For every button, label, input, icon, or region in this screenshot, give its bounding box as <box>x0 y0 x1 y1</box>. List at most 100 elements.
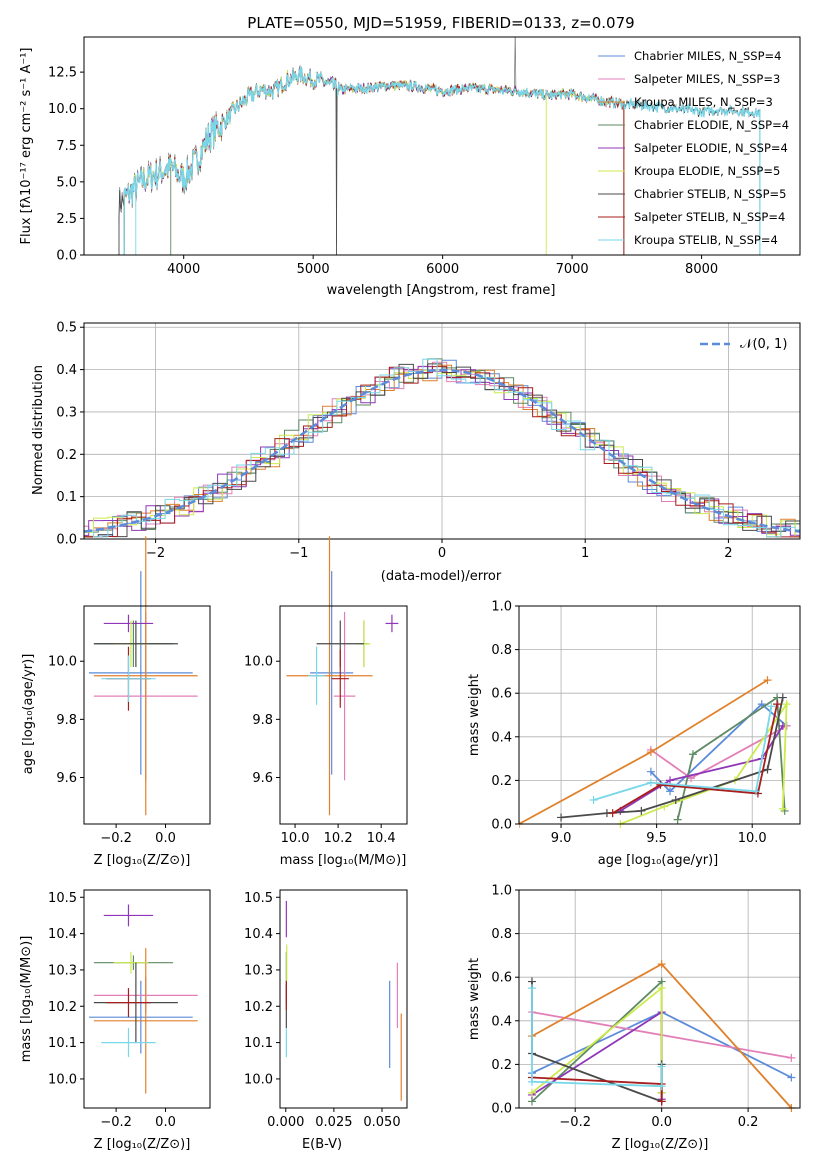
age-vs-mass-ytick-label: 10.0 <box>244 655 273 670</box>
age-vs-mass-xtick-label: 10.2 <box>324 831 353 846</box>
spectrum-legend-entry: Salpeter STELIB, N_SSP=4 <box>634 210 785 224</box>
mass-vs-EBV-ytick-label: 10.3 <box>244 963 273 978</box>
residuals-ytick-label: 0.5 <box>56 321 77 336</box>
spectrum-legend-entry: Chabrier ELODIE, N_SSP=4 <box>634 118 789 132</box>
weight-vs-Z-ytick-label: 1.0 <box>491 884 512 899</box>
weight-vs-Z-ytick-label: 0.0 <box>491 1102 512 1117</box>
weight-vs-age-marker-3 <box>780 806 789 815</box>
weight-vs-age-line-4 <box>619 725 784 812</box>
spectrum-ytick-label: 7.5 <box>56 139 77 154</box>
spectrum-ytick-label: 12.5 <box>48 66 77 81</box>
mass-vs-EBV-frame <box>279 889 408 1109</box>
age-vs-mass-ytick-label: 9.6 <box>252 771 273 786</box>
weight-vs-Z-marker-8 <box>527 1077 536 1086</box>
weight-vs-age-marker-4 <box>666 776 675 785</box>
spectrum-xtick-label: 4000 <box>167 262 200 277</box>
weight-vs-Z-marker-5 <box>527 1088 536 1097</box>
age-vs-Z-ytick-label: 9.6 <box>56 771 77 786</box>
weight-vs-age-ytick-label: 0.4 <box>491 730 512 745</box>
age-vs-Z-xtick-label: −0.2 <box>100 831 132 846</box>
mass-vs-Z-ytick-label: 10.0 <box>48 1072 77 1087</box>
spectrum-xtick-label: 7000 <box>556 262 589 277</box>
weight-vs-Z-xtick-label: 0.0 <box>651 1115 672 1130</box>
weight-vs-age-ylabel: mass weight <box>467 674 482 756</box>
residuals-normal-curve <box>83 368 801 533</box>
mass-vs-Z-ytick-label: 10.2 <box>48 1000 77 1015</box>
weight-vs-age-marker-6 <box>637 806 646 815</box>
mass-vs-Z-ylabel: mass [log₁₀(M/M⊙)] <box>19 936 34 1063</box>
mass-vs-EBV-ytick-label: 10.2 <box>244 1000 273 1015</box>
weight-vs-age-frame <box>518 605 801 825</box>
spectrum-xlabel: wavelength [Angstrom, rest frame] <box>327 283 556 298</box>
spectrum-plot-area: 4000 5000 6000 7000 8000 0.0 2.5 5.0 7.5 10.0 12.5 <box>48 36 801 277</box>
spectrum-ylabel: Flux [fλ10⁻¹⁷ erg cm⁻² s⁻¹ A⁻¹] <box>19 48 34 245</box>
spectrum-legend-entry: Chabrier MILES, N_SSP=4 <box>634 49 781 63</box>
weight-vs-Z-panel: Z [log₁₀(Z/Z⊙)] mass weight −0.2 0.0 0.2 0.… <box>467 884 801 1152</box>
weight-vs-age-line-8 <box>593 706 773 801</box>
mass-vs-EBV-xlabel: E(B-V) <box>302 1137 342 1152</box>
mass-vs-EBV-xtick-label: 0.025 <box>315 1115 352 1130</box>
weight-vs-Z-marker-7 <box>657 1097 666 1106</box>
age-vs-mass-xtick-label: 10.0 <box>281 831 310 846</box>
age-vs-mass-ytick-label: 9.8 <box>252 713 273 728</box>
weight-vs-Z-marker-8 <box>527 984 536 993</box>
residuals-xtick-label: −1 <box>289 546 308 561</box>
weight-vs-Z-ytick-label: 0.4 <box>491 1014 512 1029</box>
residuals-xtick-label: 1 <box>581 546 589 561</box>
weight-vs-age-marker-0 <box>757 700 766 709</box>
weight-vs-age-marker-3 <box>688 750 697 759</box>
residuals-xtick-label: 2 <box>724 546 732 561</box>
weight-vs-Z-marker-8 <box>657 1062 666 1071</box>
mass-vs-Z-frame <box>83 889 211 1109</box>
weight-vs-age-line-2 <box>519 679 768 825</box>
weight-vs-age-xtick-label: 9.0 <box>551 831 572 846</box>
weight-vs-age-marker-7 <box>773 700 782 709</box>
weight-vs-Z-xtick-label: −0.2 <box>559 1115 591 1130</box>
spectrum-title: PLATE=0550, MJD=51959, FIBERID=0133, z=0… <box>247 14 634 32</box>
weight-vs-Z-line-7 <box>531 1076 663 1102</box>
weight-vs-Z-marker-5 <box>657 984 666 993</box>
mass-vs-EBV-ytick-label: 10.4 <box>244 927 273 942</box>
spectrum-ytick-label: 10.0 <box>48 102 77 117</box>
spectrum-legend-entry: Kroupa ELODIE, N_SSP=5 <box>634 164 780 178</box>
age-vs-mass-xlabel: mass [log₁₀(M/M⊙)] <box>280 853 407 868</box>
spectrum-ytick-label: 2.5 <box>56 212 77 227</box>
weight-vs-age-xlabel: age [log₁₀(age/yr)] <box>598 853 719 868</box>
residuals-xlabel: (data-model)/error <box>381 569 502 584</box>
mass-vs-EBV-ytick-label: 10.0 <box>244 1072 273 1087</box>
mass-vs-Z-ytick-label: 10.5 <box>48 891 77 906</box>
mass-vs-EBV-ytick-label: 10.5 <box>244 891 273 906</box>
residuals-panel: −2 −1 0 1 2 0.0 0.1 0.2 0.3 0.4 0.5 𝒩(0, 1) (data-m… <box>31 321 801 584</box>
age-vs-Z-panel: Z [log₁₀(Z/Z⊙)] age [log₁₀(age/yr)] −0.2… <box>21 536 211 868</box>
weight-vs-age-marker-6 <box>778 693 787 702</box>
residuals-ylabel: Normed distribution <box>31 365 46 495</box>
weight-vs-Z-ytick-label: 0.6 <box>491 971 512 986</box>
residuals-frame <box>83 322 801 540</box>
weight-vs-age-marker-2 <box>763 676 772 685</box>
age-vs-Z-ytick-label: 9.8 <box>56 713 77 728</box>
weight-vs-Z-marker-0 <box>787 1073 796 1082</box>
mass-vs-Z-panel: Z [log₁₀(Z/Z⊙)] mass [log₁₀(M/M⊙)] −0.2 0… <box>19 889 211 1152</box>
age-vs-Z-ylabel: age [log₁₀(age/yr)] <box>21 654 36 775</box>
weight-vs-age-ytick-label: 0.8 <box>491 643 512 658</box>
weight-vs-age-marker-0 <box>646 767 655 776</box>
mass-vs-Z-ytick-label: 10.4 <box>48 927 77 942</box>
residuals-xtick-label: −2 <box>146 546 165 561</box>
age-vs-Z-ytick-label: 10.0 <box>48 655 77 670</box>
age-vs-mass-panel: mass [log₁₀(M/M⊙)] 10.0 10.2 10.4 9.6 9.8 10.… <box>244 536 408 868</box>
weight-vs-Z-frame <box>518 889 801 1109</box>
mass-vs-EBV-panel: E(B-V) 0.000 0.025 0.050 10.0 10.1 10.2 10.3 10… <box>244 889 408 1152</box>
mass-vs-Z-xtick-label: −0.2 <box>100 1115 132 1130</box>
weight-vs-age-line-0 <box>650 702 788 793</box>
spectrum-frame <box>83 36 801 256</box>
weight-vs-age-line-3 <box>676 695 786 820</box>
weight-vs-Z-ytick-label: 0.8 <box>491 927 512 942</box>
weight-vs-Z-marker-8 <box>657 1082 666 1091</box>
weight-vs-age-marker-6 <box>671 796 680 805</box>
residuals-ytick-label: 0.0 <box>56 533 77 548</box>
weight-vs-Z-ytick-label: 0.2 <box>491 1058 512 1073</box>
residuals-ytick-label: 0.2 <box>56 448 77 463</box>
spectrum-legend-entry: Salpeter MILES, N_SSP=3 <box>634 72 780 86</box>
weight-vs-Z-lines <box>527 960 796 1112</box>
residuals-legend-entry: 𝒩(0, 1) <box>740 337 787 352</box>
